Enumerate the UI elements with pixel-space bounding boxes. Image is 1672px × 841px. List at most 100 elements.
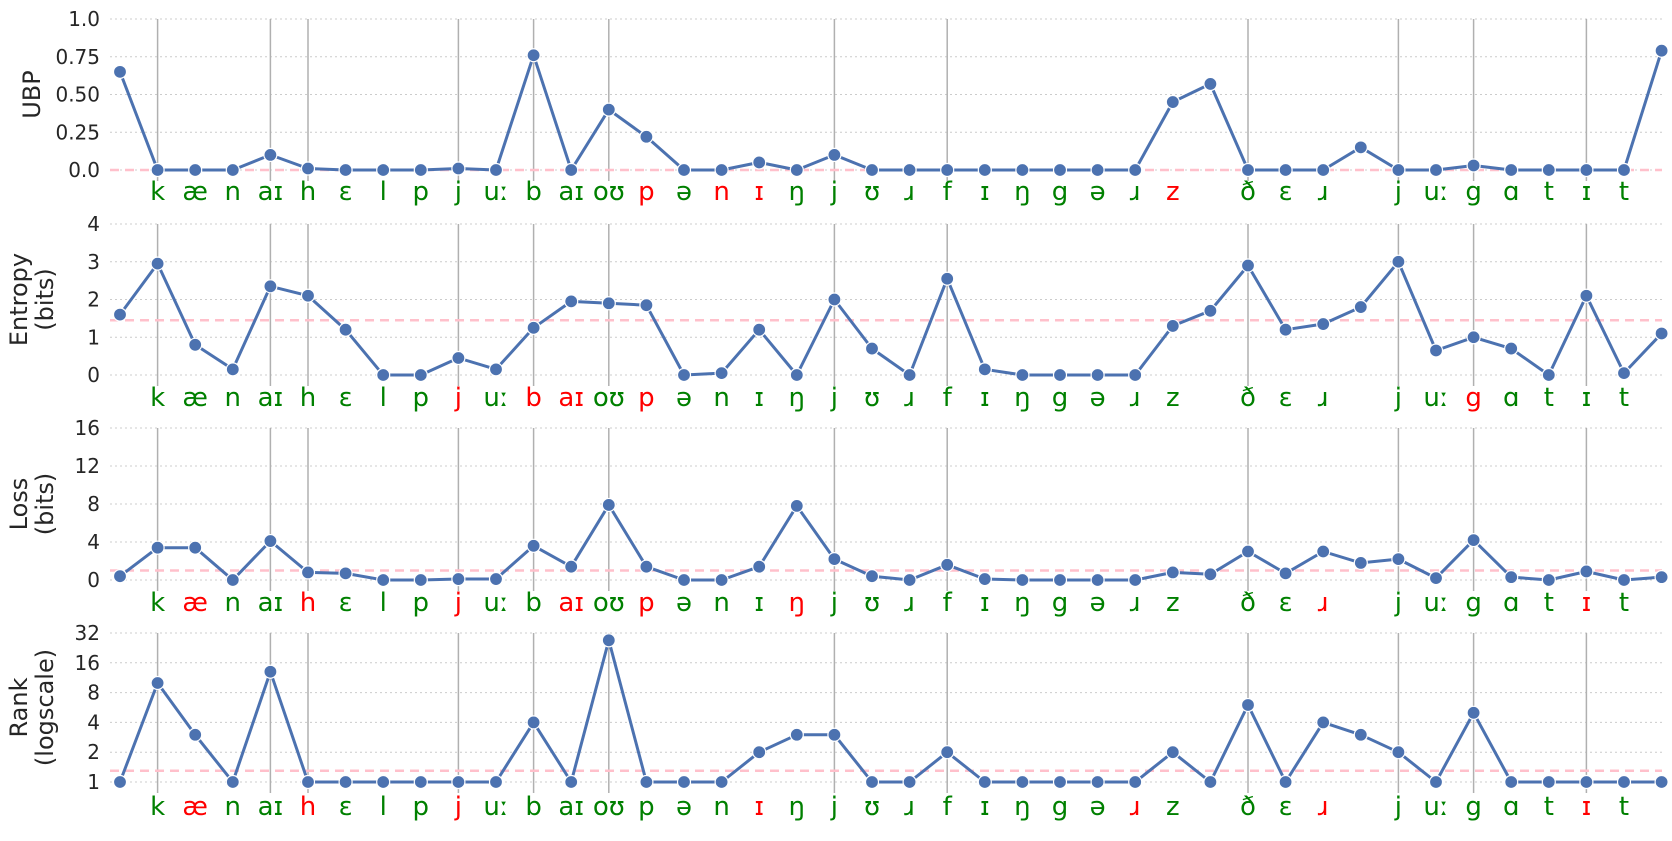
y-tick-label: 4: [87, 530, 100, 554]
phone-label: ð: [1240, 792, 1256, 822]
phone-label: ɪ: [754, 177, 764, 207]
data-point: [902, 572, 917, 588]
y-tick-label: 1: [87, 325, 100, 349]
data-point: [1052, 572, 1068, 588]
phone-label: z: [1166, 177, 1180, 207]
data-point: [1353, 299, 1368, 315]
data-point: [752, 745, 767, 760]
data-point: [112, 569, 128, 584]
data-point: [1428, 343, 1444, 358]
data-point: [1015, 572, 1030, 588]
data-point: [338, 566, 353, 581]
y-tick-label: 32: [75, 621, 100, 645]
data-point: [338, 774, 353, 790]
phone-label: j: [830, 588, 838, 618]
y-tick-label: 8: [87, 681, 100, 705]
data-point: [789, 498, 804, 513]
data-point: [1090, 367, 1105, 383]
data-point: [864, 569, 880, 584]
phone-label: uː: [1423, 792, 1448, 822]
data-point: [639, 129, 654, 144]
phone-label: p: [413, 383, 430, 413]
y-tick-label: 1.0: [68, 7, 100, 31]
data-point: [752, 155, 767, 170]
phone-label: æ: [182, 792, 208, 822]
phone-label: p: [413, 588, 430, 618]
phone-label: ɑ: [1503, 383, 1520, 413]
data-point: [864, 341, 880, 356]
data-point: [714, 162, 729, 178]
data-point: [1654, 326, 1669, 341]
phone-label: ŋ: [1014, 383, 1030, 413]
data-point: [1504, 774, 1519, 790]
phone-label: ʊ: [864, 383, 880, 413]
phone-label: ɛ: [1279, 177, 1293, 207]
y-axis-label: Entropy: [5, 253, 33, 346]
data-point: [676, 367, 692, 383]
data-point: [1654, 570, 1669, 585]
y-tick-label: 0.50: [55, 83, 100, 107]
data-point: [300, 774, 316, 790]
data-point: [827, 292, 842, 307]
data-point: [1353, 140, 1368, 155]
y-axis-label: Loss: [5, 478, 33, 531]
phone-label: p: [413, 792, 430, 822]
phone-label: n: [713, 588, 729, 618]
phone-label: ɹ: [1318, 177, 1329, 207]
phone-label: ɛ: [339, 177, 353, 207]
phone-label: ɹ: [1318, 383, 1329, 413]
series-line: [118, 260, 1663, 377]
phone-label: j: [454, 792, 462, 822]
phone-label: t: [1544, 792, 1554, 822]
phone-label: ə: [1090, 177, 1106, 207]
phone-label: n: [225, 383, 241, 413]
series-line: [118, 50, 1664, 172]
phone-label: aɪ: [558, 792, 584, 822]
phone-label: ʊ: [864, 177, 880, 207]
data-point: [1654, 774, 1669, 790]
data-point: [789, 162, 804, 178]
data-point: [714, 774, 729, 790]
phone-label: ɹ: [904, 588, 915, 618]
phone-label: ɑ: [1503, 792, 1520, 822]
phone-label: ɪ: [1582, 177, 1592, 207]
data-point: [150, 540, 165, 555]
phone-label: b: [525, 588, 542, 618]
phone-label: l: [380, 383, 387, 413]
phone-label: z: [1166, 383, 1180, 413]
data-point: [1240, 258, 1256, 273]
phone-label: uː: [483, 177, 508, 207]
phone-label: aɪ: [558, 383, 584, 413]
data-point: [714, 366, 729, 381]
phone-label: ɹ: [904, 792, 915, 822]
phone-label: ɛ: [1279, 792, 1293, 822]
data-point: [1579, 162, 1594, 178]
phone-label: ŋ: [789, 177, 805, 207]
data-point: [1579, 564, 1594, 579]
data-point: [376, 162, 391, 178]
data-point: [639, 559, 654, 574]
data-point: [977, 571, 992, 587]
data-point: [1278, 162, 1293, 178]
y-tick-label: 4: [87, 710, 100, 734]
data-point: [1541, 162, 1556, 178]
data-point: [1616, 774, 1632, 790]
phone-label: ɹ: [904, 383, 915, 413]
phone-label: ɛ: [339, 383, 353, 413]
phone-label: g: [1052, 792, 1069, 822]
phone-label: j: [1394, 177, 1402, 207]
data-point: [601, 633, 616, 648]
y-axis-label: Rank: [5, 677, 33, 737]
phone-label: j: [830, 792, 838, 822]
phone-label: k: [150, 792, 165, 822]
data-point: [902, 367, 917, 383]
phone-label: ɪ: [980, 177, 990, 207]
phone-label: k: [150, 383, 165, 413]
data-point: [1165, 745, 1180, 760]
data-point: [1428, 774, 1444, 790]
phone-label: ɛ: [1279, 588, 1293, 618]
data-point: [752, 322, 767, 337]
data-point: [864, 162, 880, 178]
data-point: [263, 279, 278, 294]
